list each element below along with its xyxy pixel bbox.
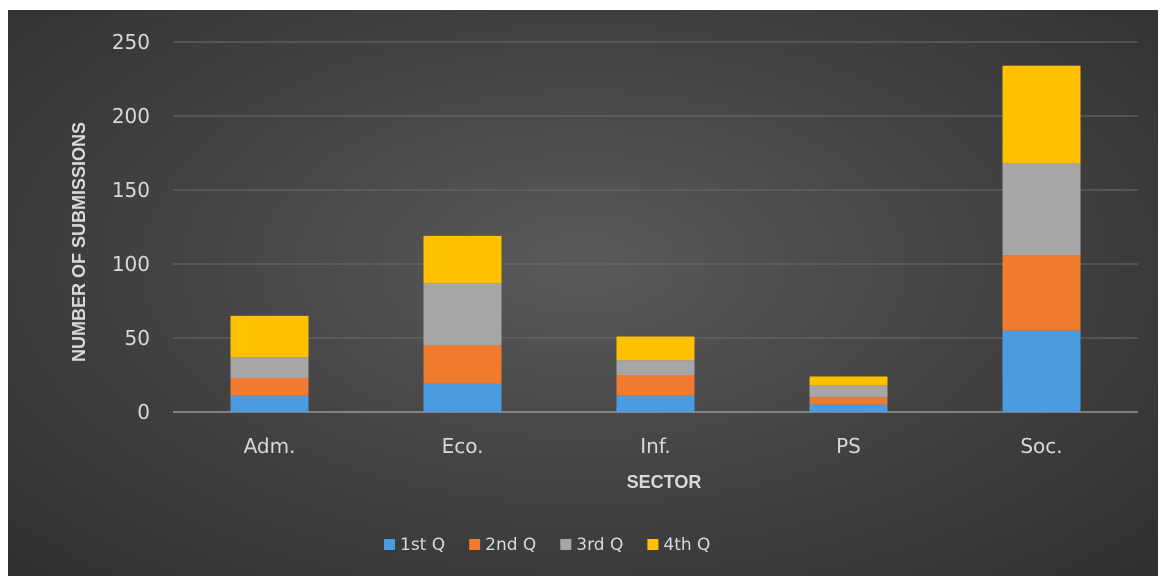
bar-segment — [809, 404, 888, 412]
x-tick-label: PS — [836, 434, 861, 458]
gridlines — [173, 41, 1138, 413]
bar-segment — [423, 345, 502, 384]
bar-segment — [616, 336, 695, 361]
y-tick-label: 50 — [125, 326, 150, 350]
bar-segment — [1002, 65, 1081, 164]
bar-segment — [423, 283, 502, 346]
x-axis-title: SECTOR — [627, 472, 702, 492]
bar-segment — [423, 235, 502, 284]
y-axis-title: NUMBER OF SUBMISSIONS — [69, 122, 89, 362]
x-tick-label: Adm. — [244, 434, 296, 458]
bar-segment — [1002, 255, 1081, 331]
legend-swatch — [560, 539, 572, 550]
bar-segment — [809, 397, 888, 405]
legend-label: 3rd Q — [576, 535, 623, 555]
legend-swatch — [384, 539, 395, 550]
legend-swatch — [647, 539, 659, 550]
y-tick-label: 200 — [112, 104, 150, 128]
x-tick-label: Inf. — [640, 434, 671, 458]
y-tick-label: 250 — [112, 30, 150, 54]
legend-swatch — [469, 539, 481, 550]
bars — [230, 65, 1081, 412]
legend-label: 4th Q — [663, 535, 710, 555]
bar-segment — [230, 377, 309, 396]
bar-segment — [423, 383, 502, 412]
bar-segment — [230, 357, 309, 378]
bar-segment — [1002, 330, 1081, 412]
chart-panel: 0 50 100 150 200 250 Adm. Eco. Inf. PS Soc. NUMBE… — [8, 10, 1158, 576]
bar-segment — [616, 375, 695, 396]
bar-segment — [616, 360, 695, 375]
bar-segment — [1002, 163, 1081, 256]
stacked-bar-chart: 0 50 100 150 200 250 Adm. Eco. Inf. PS Soc. NUMBE… — [69, 30, 1138, 555]
x-tick-labels: Adm. Eco. Inf. PS Soc. — [244, 434, 1063, 458]
legend-label: 1st Q — [400, 535, 445, 555]
bar-segment — [230, 315, 309, 358]
y-tick-label: 100 — [112, 252, 150, 276]
bar-segment — [809, 385, 888, 398]
bar-segment — [616, 395, 695, 412]
y-tick-labels: 0 50 100 150 200 250 — [112, 30, 150, 424]
x-tick-label: Eco. — [442, 434, 484, 458]
legend-label: 2nd Q — [485, 535, 536, 555]
bar-segment — [809, 376, 888, 386]
legend: 1st Q 2nd Q 3rd Q 4th Q — [384, 535, 710, 555]
y-tick-label: 0 — [137, 400, 150, 424]
x-tick-label: Soc. — [1020, 434, 1062, 458]
bar-segment — [230, 395, 309, 412]
y-tick-label: 150 — [112, 178, 150, 202]
